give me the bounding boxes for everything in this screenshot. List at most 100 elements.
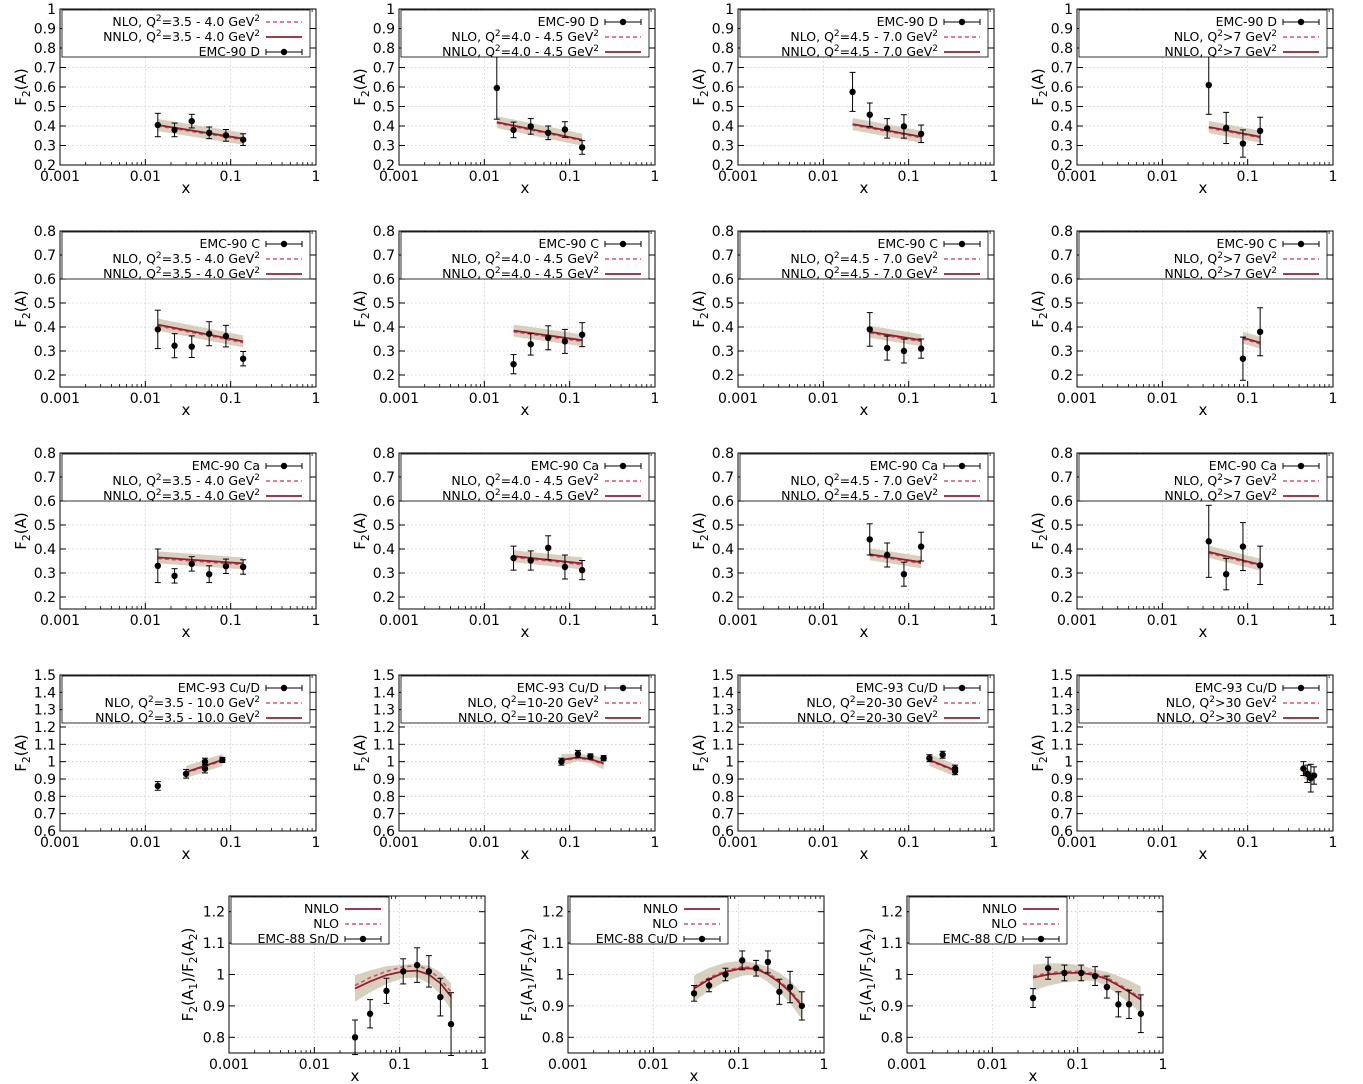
legend-entry-label: NNLO, Q2=4.5 - 7.0 GeV2 bbox=[781, 488, 938, 503]
plot-frame bbox=[59, 452, 317, 610]
legend-entry-label: NNLO, Q2=4.0 - 4.5 GeV2 bbox=[442, 266, 599, 281]
data-point bbox=[201, 765, 209, 772]
y-tick-label: 0.3 bbox=[34, 139, 56, 155]
data-point bbox=[558, 758, 565, 765]
y-tick-label: 0.5 bbox=[1051, 296, 1073, 312]
y-tick-label: 1 bbox=[894, 968, 903, 984]
legend-entry-label: NLO, Q2=4.0 - 4.5 GeV2 bbox=[451, 473, 599, 488]
legend-entry-label: EMC-90 C bbox=[538, 236, 599, 251]
y-tick-label: 0.6 bbox=[34, 494, 56, 510]
x-axis-label: x bbox=[860, 623, 869, 641]
x-tick-label: 0.01 bbox=[130, 835, 161, 851]
legend-entry-label: EMC-90 D bbox=[1216, 14, 1277, 29]
y-tick-label: 0.3 bbox=[34, 566, 56, 582]
legend-data-marker bbox=[280, 462, 288, 470]
y-tick-label: 0.3 bbox=[34, 344, 56, 360]
data-point bbox=[738, 957, 746, 964]
y-tick-label: 0.5 bbox=[1051, 100, 1073, 116]
y-tick-label: 0.8 bbox=[881, 1030, 903, 1046]
y-axis-label: F2(A) bbox=[351, 512, 372, 549]
x-tick-label: 1 bbox=[1329, 391, 1338, 407]
y-tick-label: 0.2 bbox=[712, 368, 734, 384]
y-tick-label: 0.5 bbox=[712, 296, 734, 312]
y-tick-label: 0.8 bbox=[1051, 789, 1073, 805]
legend-entry-label: NNLO, Q2>7 GeV2 bbox=[1164, 44, 1277, 59]
y-axis-label: F2(A) bbox=[351, 290, 372, 327]
data-point bbox=[171, 126, 178, 134]
x-tick-label: 1 bbox=[990, 613, 999, 629]
y-tick-label: 0.4 bbox=[1051, 542, 1073, 558]
data-point bbox=[578, 566, 586, 574]
legend-entry-label: EMC-88 Sn/D bbox=[258, 931, 340, 946]
y-tick-label: 1.3 bbox=[712, 703, 734, 719]
data-point bbox=[154, 562, 162, 569]
y-tick-label: 0.3 bbox=[373, 344, 395, 360]
x-tick-label: 1 bbox=[820, 1057, 829, 1073]
nnlo-curve bbox=[929, 759, 956, 772]
nlo-curve bbox=[869, 554, 922, 565]
nlo-curve bbox=[354, 964, 452, 993]
y-tick-label: 0.4 bbox=[712, 542, 734, 558]
x-tick-label: 1 bbox=[481, 1057, 490, 1073]
y-tick-label: 0.5 bbox=[34, 100, 56, 116]
y-tick-label: 0.5 bbox=[373, 100, 395, 116]
y-tick-label: 0.3 bbox=[712, 139, 734, 155]
data-point bbox=[587, 753, 594, 760]
data-point bbox=[154, 326, 162, 333]
x-tick-label: 0.1 bbox=[220, 835, 242, 851]
x-tick-label: 0.01 bbox=[808, 613, 839, 629]
y-tick-label: 0.9 bbox=[203, 999, 225, 1015]
y-tick-label: 0.9 bbox=[712, 22, 734, 38]
nlo-curve bbox=[157, 325, 244, 344]
x-tick-label: 0.001 bbox=[209, 1057, 249, 1073]
nnlo-curve bbox=[561, 756, 604, 765]
y-tick-label: 0.2 bbox=[34, 368, 56, 384]
y-axis-label: F2(A) bbox=[690, 512, 711, 549]
nnlo-curve bbox=[1208, 551, 1261, 566]
legend-data-marker bbox=[1037, 935, 1045, 943]
y-tick-label: 0.8 bbox=[34, 789, 56, 805]
x-tick-label: 0.1 bbox=[898, 391, 920, 407]
x-tick-label: 0.1 bbox=[220, 391, 242, 407]
data-point bbox=[1310, 772, 1318, 779]
y-tick-label: 1.2 bbox=[373, 720, 395, 736]
nlo-curve bbox=[1208, 127, 1261, 139]
y-tick-label: 0.8 bbox=[373, 224, 395, 240]
nnlo-curve bbox=[157, 556, 244, 565]
y-tick-label: 1.2 bbox=[542, 905, 564, 921]
legend-box bbox=[400, 9, 650, 58]
legend-entry-label: NLO, Q2=3.5 - 4.0 GeV2 bbox=[112, 251, 260, 266]
y-tick-label: 0.4 bbox=[373, 119, 395, 135]
legend-entry-label: NNLO, Q2=3.5 - 4.0 GeV2 bbox=[103, 29, 260, 44]
y-tick-label: 0.6 bbox=[34, 80, 56, 96]
legend-entry-label: NLO, Q2>7 GeV2 bbox=[1174, 251, 1277, 266]
data-point bbox=[849, 88, 856, 96]
x-tick-label: 1 bbox=[990, 169, 999, 185]
data-point bbox=[205, 330, 213, 337]
plot-frame bbox=[398, 230, 656, 388]
plot-frame bbox=[906, 895, 1164, 1054]
chart-panel-r1c3: 0.001 0.01 0.1 1 0.2 0.3 0.4 0.5 0.6 0.7 0.8 0.9 1 x F… bbox=[690, 2, 998, 197]
data-point bbox=[510, 361, 517, 368]
data-point bbox=[351, 1034, 359, 1041]
y-tick-label: 1 bbox=[1064, 755, 1073, 771]
legend-entry-label: EMC-90 D bbox=[877, 14, 938, 29]
x-tick-label: 0.1 bbox=[220, 613, 242, 629]
chart-panel-r5c1: 0.001 0.01 0.1 1 0.8 0.9 1 1.1 1.2 x F2(A1)/F2(A2)… bbox=[179, 895, 490, 1084]
data-point bbox=[939, 751, 946, 758]
legend-entry-label: EMC-88 C/D bbox=[943, 931, 1017, 946]
legend-entry-label: EMC-90 D bbox=[538, 14, 599, 29]
data-point bbox=[900, 571, 908, 578]
x-axis-label: x bbox=[521, 623, 530, 641]
x-axis-label: x bbox=[182, 179, 191, 197]
x-axis-label: x bbox=[1199, 623, 1208, 641]
y-tick-label: 1.1 bbox=[203, 936, 225, 952]
x-tick-label: 1 bbox=[312, 169, 321, 185]
y-tick-label: 1.2 bbox=[881, 905, 903, 921]
data-point bbox=[510, 554, 517, 562]
x-tick-label: 0.001 bbox=[40, 613, 80, 629]
x-axis-label: x bbox=[521, 179, 530, 197]
legend-entry-label: NNLO, Q2=4.5 - 7.0 GeV2 bbox=[781, 266, 938, 281]
